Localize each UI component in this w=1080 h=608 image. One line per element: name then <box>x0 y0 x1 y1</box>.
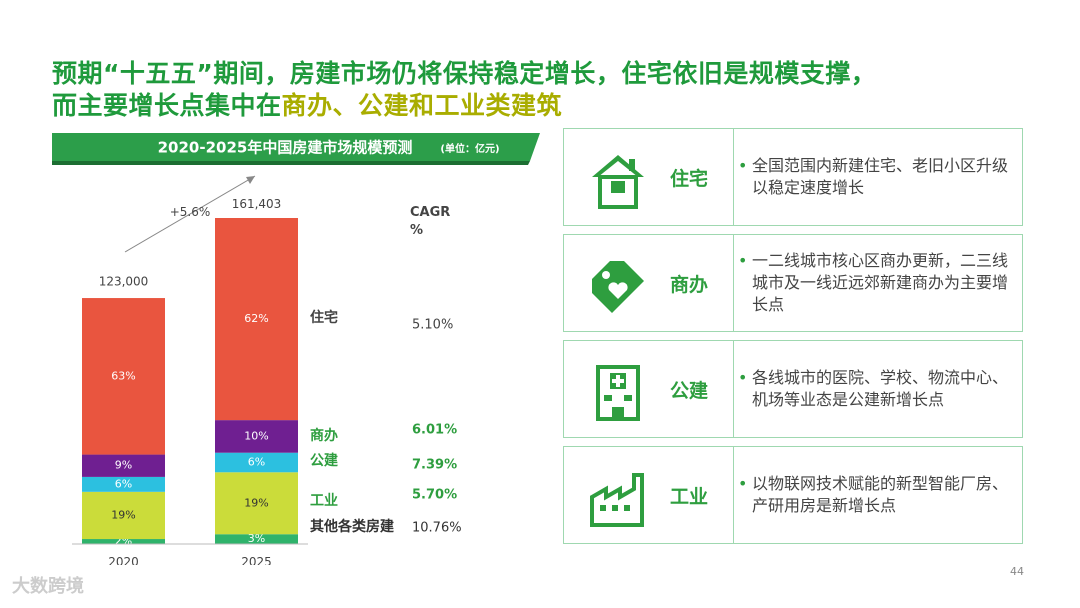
segment-label: 3% <box>248 532 265 545</box>
card-text: • 各线城市的医院、学校、物流中心、机场等业态是公建新增长点 <box>738 368 1009 409</box>
card: 住宅 • 全国范围内新建住宅、老旧小区升级以稳定速度增长 <box>563 128 1023 226</box>
series-label: 工业 <box>310 493 338 509</box>
bar-segment <box>82 454 165 477</box>
bar-segment <box>215 218 298 421</box>
arrow-head <box>246 176 255 184</box>
segment-label: 19% <box>111 508 135 521</box>
card-text: • 一二线城市核心区商办更新，二三线城市及一线近远郊新建商办为主要增长点 <box>738 251 1009 314</box>
segment-label: 10% <box>244 429 268 442</box>
card-text: • 以物联网技术赋能的新型智能厂房、产研用房是新增长点 <box>738 474 1009 515</box>
cagr-unit: % <box>410 223 423 238</box>
bar-segment <box>82 298 165 455</box>
cagr-value: 6.01% <box>412 423 457 438</box>
series-label: 公建 <box>310 452 338 469</box>
bar-segment <box>82 539 165 544</box>
segment-label: 62% <box>244 312 268 325</box>
tag-icon <box>592 261 644 313</box>
bar-segment <box>215 472 298 535</box>
icon-box <box>564 447 734 543</box>
x-tick-label: 2025 <box>241 555 272 565</box>
bar-segment <box>215 452 298 473</box>
title-highlight: 商办、公建和工业类建筑 <box>281 91 563 120</box>
card: 工业 • 以物联网技术赋能的新型智能厂房、产研用房是新增长点 <box>563 446 1023 544</box>
series-label: 住宅 <box>310 309 338 326</box>
total-label: 123,000 <box>99 275 149 289</box>
segment-label: 9% <box>115 459 132 472</box>
card-text: • 全国范围内新建住宅、老旧小区升级以稳定速度增长 <box>738 156 1009 197</box>
card: 公建 • 各线城市的医院、学校、物流中心、机场等业态是公建新增长点 <box>563 340 1023 438</box>
segment-label: 63% <box>111 369 135 382</box>
card-text-body: 以物联网技术赋能的新型智能厂房、产研用房是新增长点 <box>752 474 1009 515</box>
growth-annotation: +5.6% <box>170 205 211 219</box>
title-part: 而主要增长点集中在 <box>52 91 282 120</box>
card-label: 公建 <box>670 379 709 402</box>
bar-segment <box>215 420 298 453</box>
card-label: 工业 <box>670 485 709 508</box>
page-number: 44 <box>1010 565 1024 578</box>
segment-label: 6% <box>248 456 265 469</box>
total-label: 161,403 <box>232 197 282 211</box>
bar-segment <box>215 534 298 544</box>
chart-subtitle: (单位：亿元) <box>440 142 499 155</box>
card-text-body: 全国范围内新建住宅、老旧小区升级以稳定速度增长 <box>752 156 1009 197</box>
icon-box <box>564 129 734 225</box>
cagr-title: CAGR <box>410 205 450 220</box>
series-label: 其他各类房建 <box>310 518 394 535</box>
cagr-value: 10.76% <box>412 521 462 536</box>
segment-label: 19% <box>244 496 268 509</box>
growth-arrow <box>124 175 256 253</box>
card: 商办 • 一二线城市核心区商办更新，二三线城市及一线近远郊新建商办为主要增长点 <box>563 234 1023 332</box>
chart-title-banner <box>52 133 540 161</box>
icon-box <box>564 235 734 331</box>
cagr-value: 5.10% <box>412 318 453 333</box>
title-line: 预期“十五五”期间，房建市场仍将保持稳定增长，住宅依旧是规模支撑， <box>52 59 877 88</box>
title-line: 而主要增长点集中在商办、公建和工业类建筑 <box>52 86 562 122</box>
card-text-body: 一二线城市核心区商办更新，二三线城市及一线近远郊新建商办为主要增长点 <box>752 251 1009 314</box>
bar-segment <box>82 476 165 492</box>
card-label: 商办 <box>670 273 709 296</box>
chart: 2020-2025年中国房建市场规模预测 (单位：亿元)2%19%6%9%63%1… <box>52 133 540 565</box>
card-text-body: 各线城市的医院、学校、物流中心、机场等业态是公建新增长点 <box>752 368 1009 409</box>
card-label: 住宅 <box>670 167 709 190</box>
series-label: 商办 <box>310 427 338 444</box>
logo: 大数跨境 <box>12 576 84 597</box>
factory-icon <box>590 473 644 527</box>
banner-shadow <box>52 161 530 165</box>
house-icon <box>592 155 644 209</box>
x-tick-label: 2020 <box>108 555 139 565</box>
chart-title: 2020-2025年中国房建市场规模预测 <box>158 139 413 157</box>
cagr-value: 5.70% <box>412 488 457 503</box>
cagr-value: 7.39% <box>412 458 457 473</box>
hospital-icon <box>596 365 640 421</box>
bar-segment <box>82 491 165 540</box>
icon-box <box>564 341 734 437</box>
segment-label: 6% <box>115 477 132 490</box>
